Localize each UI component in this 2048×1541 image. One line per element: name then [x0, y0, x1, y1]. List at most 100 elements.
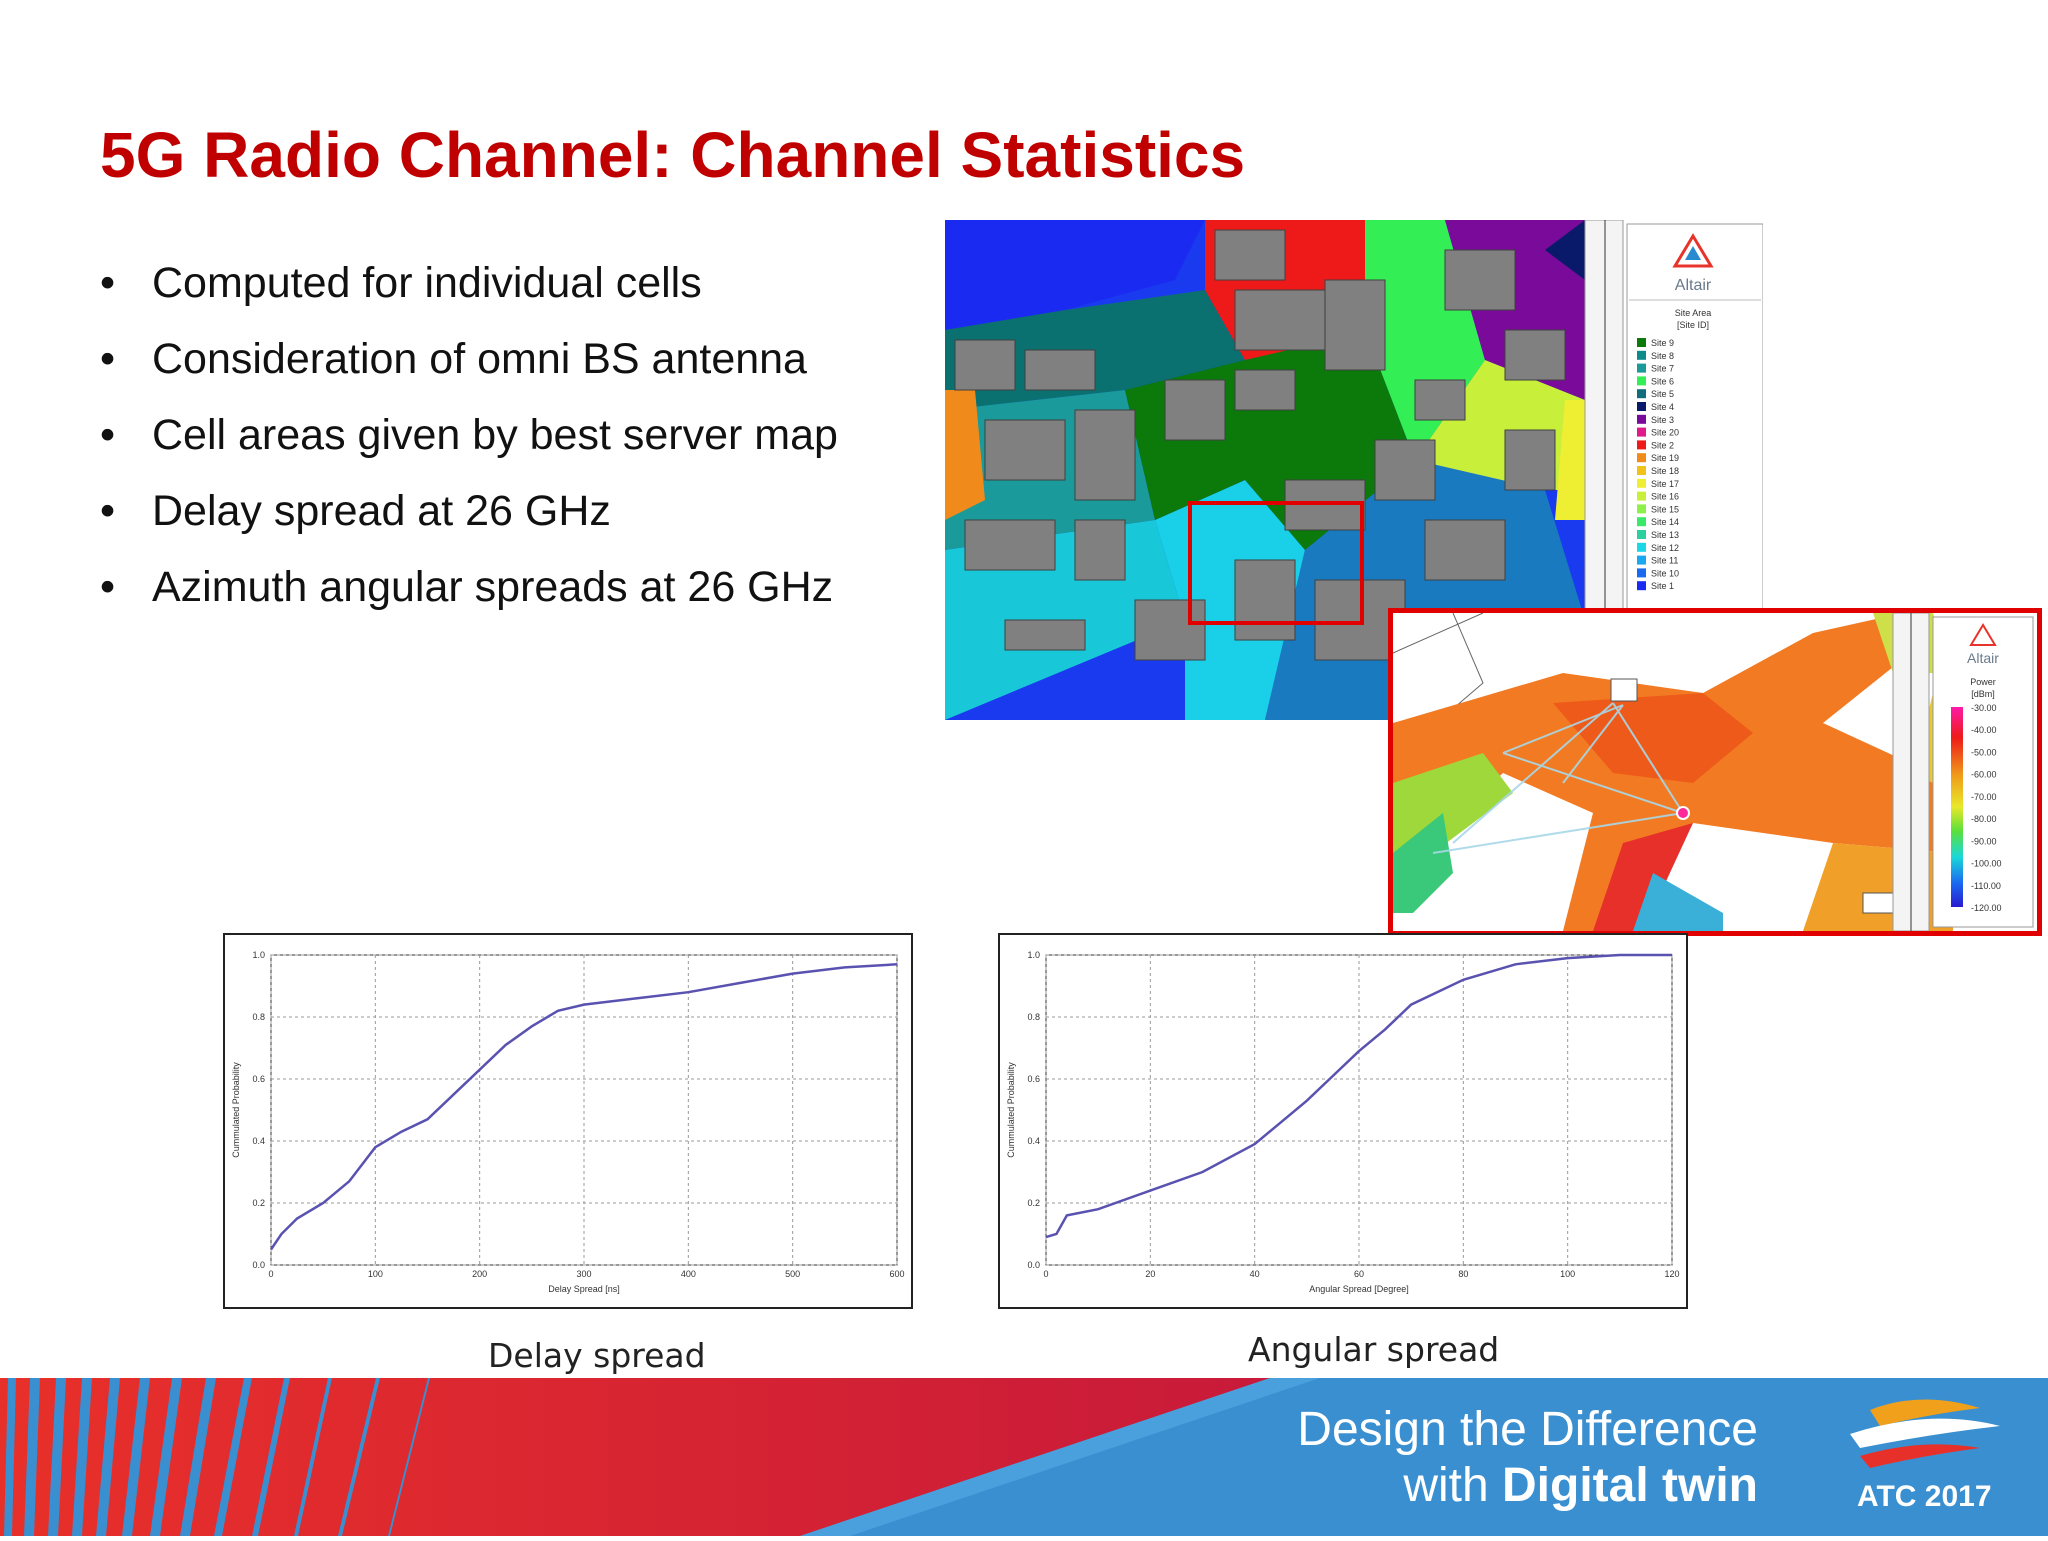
legend-label: Site 4 — [1651, 402, 1674, 412]
legend-label: Site 2 — [1651, 440, 1674, 450]
x-tick-label: 100 — [368, 1269, 383, 1279]
inset-logo-text: Altair — [1967, 650, 1999, 666]
y-tick-label: 0.4 — [252, 1136, 265, 1146]
power-scale-label: -100.00 — [1971, 859, 2002, 869]
legend-label: Site 19 — [1651, 453, 1679, 463]
legend-swatch — [1637, 491, 1646, 501]
angular-spread-chart: 0 20 40 60 80 100 120 0.0 0.2 0.4 0.6 0.8 1.0 Angular… — [998, 933, 1688, 1309]
power-inset: Altair Power [dBm] -30.00 -40.00 -50.00 -60… — [1388, 608, 2042, 936]
power-scale-label: -80.00 — [1971, 814, 1997, 824]
map-logo-text: Altair — [1675, 277, 1712, 294]
bullet-icon: • — [100, 487, 116, 535]
x-tick-label: 200 — [472, 1269, 487, 1279]
y-tick-label: 0.8 — [252, 1012, 265, 1022]
bullet-item: • Delay spread at 26 GHz — [100, 483, 838, 559]
footer-graphic — [0, 1378, 2048, 1536]
legend-swatch — [1637, 568, 1646, 578]
bullet-text: Azimuth angular spreads at 26 GHz — [152, 563, 834, 611]
x-tick-label: 300 — [576, 1269, 591, 1279]
bullet-icon: • — [100, 335, 116, 383]
legend-label: Site 9 — [1651, 338, 1674, 348]
legend-swatch — [1637, 581, 1646, 591]
legend-swatch — [1637, 338, 1646, 347]
legend-swatch — [1637, 389, 1646, 399]
power-color-scale — [1951, 707, 1963, 907]
legend-label: Site 3 — [1651, 415, 1674, 425]
angular-spread-caption: Angular spread — [1248, 1330, 1500, 1369]
delay-spread-chart: 0 100 200 300 400 500 600 0.0 0.2 0.4 0.6 0.8 1.0 Del… — [223, 933, 913, 1309]
plot-area — [270, 954, 898, 1266]
bullet-text: Consideration of omni BS antenna — [152, 335, 807, 383]
bullet-item: • Cell areas given by best server map — [100, 407, 838, 483]
bullet-text: Delay spread at 26 GHz — [152, 487, 611, 535]
x-axis-label: Angular Spread [Degree] — [1309, 1284, 1409, 1294]
legend-label: Site 16 — [1651, 492, 1679, 502]
legend-label: Site 12 — [1651, 543, 1679, 553]
legend-swatch — [1637, 414, 1646, 424]
power-scale-label: -60.00 — [1971, 770, 1997, 780]
power-scale-label: -120.00 — [1971, 903, 2002, 913]
legend-label: Site 17 — [1651, 479, 1679, 489]
legend-label: Site 1 — [1651, 581, 1674, 591]
bullet-item: • Consideration of omni BS antenna — [100, 331, 838, 407]
bullet-icon: • — [100, 563, 116, 611]
power-scale-label: -40.00 — [1971, 725, 1997, 735]
x-tick-label: 20 — [1145, 1269, 1155, 1279]
legend-label: Site 5 — [1651, 389, 1674, 399]
x-tick-label: 500 — [785, 1269, 800, 1279]
x-tick-label: 0 — [268, 1269, 273, 1279]
bullet-item: • Computed for individual cells — [100, 255, 838, 331]
x-tick-label: 120 — [1664, 1269, 1679, 1279]
y-axis-label: Cummulated Probability — [1006, 1062, 1016, 1158]
legend-label: Site 7 — [1651, 364, 1674, 374]
slide-title: 5G Radio Channel: Channel Statistics — [100, 119, 1246, 191]
x-tick-label: 40 — [1250, 1269, 1260, 1279]
map-legend-unit: [Site ID] — [1677, 320, 1709, 330]
y-tick-label: 0.4 — [1027, 1136, 1040, 1146]
power-scale-label: -30.00 — [1971, 703, 1997, 713]
inset-legend-title: Power — [1970, 677, 1996, 687]
legend-label: Site 6 — [1651, 376, 1674, 386]
y-tick-label: 0.6 — [252, 1074, 265, 1084]
y-tick-label: 0.8 — [1027, 1012, 1040, 1022]
x-tick-label: 0 — [1043, 1269, 1048, 1279]
footer-line-2-bold: Digital twin — [1502, 1459, 1758, 1512]
x-tick-label: 100 — [1560, 1269, 1575, 1279]
legend-swatch — [1637, 427, 1646, 437]
map-legend-title: Site Area — [1675, 308, 1712, 318]
cdf-line — [1045, 953, 1672, 1239]
legend-swatch — [1637, 363, 1646, 373]
power-scale-labels: -30.00 -40.00 -50.00 -60.00 -70.00 -80.00 -90.… — [1971, 703, 2002, 913]
y-tick-label: 0.6 — [1027, 1074, 1040, 1084]
x-tick-label: 400 — [681, 1269, 696, 1279]
y-tick-label: 0.2 — [252, 1198, 265, 1208]
x-tick-label: 600 — [889, 1269, 904, 1279]
footer-line-2-prefix: with — [1403, 1459, 1503, 1512]
legend-label: Site 15 — [1651, 504, 1679, 514]
legend-swatch — [1637, 530, 1646, 539]
bullet-text: Cell areas given by best server map — [152, 411, 838, 459]
legend-swatch — [1637, 466, 1646, 475]
legend-label: Site 10 — [1651, 568, 1679, 578]
bullet-icon: • — [100, 411, 116, 459]
power-scale-label: -110.00 — [1971, 881, 2001, 891]
map-legend: Site 9 Site 8 Site 7 Site 6 Site 5 Site 4 Site… — [1637, 338, 1679, 591]
legend-swatch — [1637, 555, 1646, 565]
plot-area — [1045, 954, 1673, 1266]
y-tick-label: 0.2 — [1027, 1198, 1040, 1208]
y-tick-label: 1.0 — [252, 950, 265, 960]
x-tick-label: 60 — [1354, 1269, 1364, 1279]
legend-label: Site 13 — [1651, 530, 1679, 540]
footer-line-2: with Digital twin — [1403, 1458, 1758, 1513]
bullet-text: Computed for individual cells — [152, 259, 702, 307]
legend-swatch — [1637, 350, 1646, 360]
y-tick-label: 0.0 — [1027, 1260, 1040, 1270]
bullet-list: • Computed for individual cells • Consider… — [100, 255, 838, 635]
legend-label: Site 11 — [1651, 556, 1678, 566]
y-axis-label: Cummulated Probability — [231, 1062, 241, 1158]
legend-swatch — [1637, 478, 1646, 488]
legend-swatch — [1637, 453, 1646, 463]
y-tick-label: 1.0 — [1027, 950, 1040, 960]
power-scale-label: -90.00 — [1971, 836, 1997, 846]
legend-swatch — [1637, 504, 1646, 514]
